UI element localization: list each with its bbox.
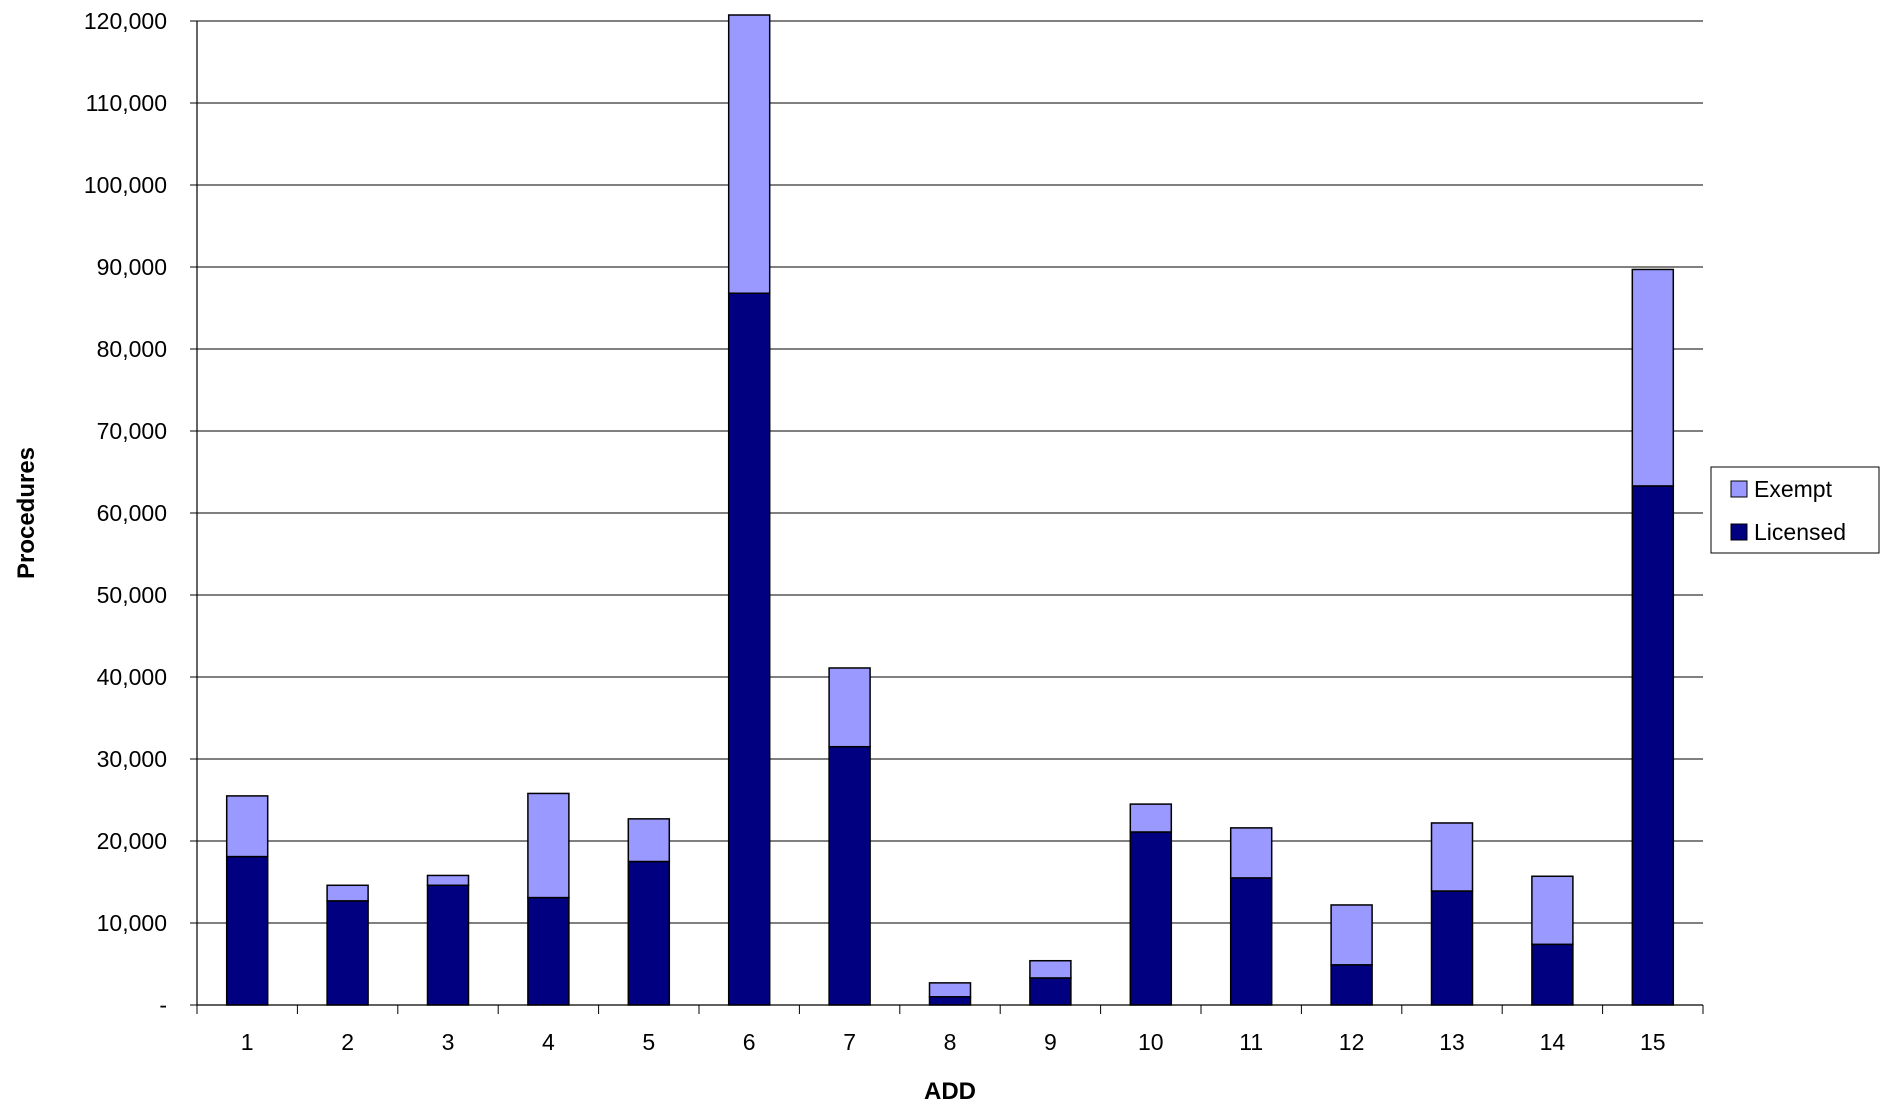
- y-tick-label: 30,000: [97, 746, 167, 772]
- bar-licensed-2: [326, 900, 369, 1006]
- bar-licensed-14: [1531, 943, 1574, 1006]
- y-tick-label: 10,000: [97, 910, 167, 936]
- x-tick-label: 14: [1540, 1029, 1566, 1055]
- bar-exempt-1: [225, 795, 269, 858]
- bar-exempt-8: [928, 982, 972, 998]
- x-tick-label: 4: [542, 1029, 555, 1055]
- y-tick-label: 20,000: [97, 828, 167, 854]
- bar-licensed-5: [627, 860, 671, 1006]
- y-tick-label: 90,000: [97, 254, 167, 280]
- legend: Exempt Licensed: [1710, 466, 1880, 554]
- y-tick-label: 70,000: [97, 418, 167, 444]
- bar-licensed-9: [1029, 977, 1072, 1006]
- bar-licensed-10: [1129, 831, 1173, 1006]
- x-tick-label: 5: [642, 1029, 655, 1055]
- y-tick-label: 100,000: [84, 172, 167, 198]
- bar-licensed-1: [225, 855, 269, 1006]
- x-tick-label: 6: [743, 1029, 756, 1055]
- axes: [190, 20, 1704, 1014]
- legend-swatch-licensed: [1730, 523, 1748, 541]
- bar-licensed-13: [1430, 890, 1474, 1006]
- x-tick-label: 3: [442, 1029, 455, 1055]
- x-tick-label: 15: [1640, 1029, 1666, 1055]
- x-tick-label: 1: [241, 1029, 254, 1055]
- bar-exempt-12: [1330, 904, 1373, 966]
- bar-exempt-5: [627, 818, 671, 863]
- bar-licensed-12: [1330, 964, 1373, 1006]
- y-tick-label: 60,000: [97, 500, 167, 526]
- bar-exempt-14: [1531, 875, 1574, 946]
- y-tick-label: -: [159, 992, 167, 1018]
- bar-licensed-11: [1229, 877, 1273, 1006]
- legend-swatch-exempt: [1730, 480, 1748, 498]
- x-tick-label: 8: [944, 1029, 957, 1055]
- bar-licensed-7: [828, 745, 871, 1006]
- y-tick-label: 110,000: [86, 90, 167, 116]
- y-tick-labels: - 10,000 20,000 30,000 40,000 50,000 60,000 70,…: [84, 8, 167, 1018]
- bar-licensed-6: [727, 292, 771, 1006]
- bar-exempt-15: [1631, 268, 1675, 487]
- legend-label-exempt: Exempt: [1754, 476, 1833, 502]
- x-tick-label: 2: [341, 1029, 354, 1055]
- grid-lines: [197, 20, 1703, 924]
- x-tick-label: 9: [1044, 1029, 1057, 1055]
- x-tick-label: 11: [1239, 1029, 1263, 1055]
- bar-licensed-4: [527, 896, 570, 1006]
- bar-exempt-10: [1129, 803, 1173, 833]
- x-tick-label: 10: [1138, 1029, 1164, 1055]
- bar-licensed-3: [426, 884, 470, 1006]
- bar-licensed-15: [1631, 485, 1675, 1006]
- x-tick-labels: 1 2 3 4 5 6 7 8 9 10 11 12 13 14 15: [241, 1029, 1666, 1055]
- x-tick-label: 13: [1439, 1029, 1465, 1055]
- x-axis-title: ADD: [924, 1078, 976, 1105]
- bar-exempt-3: [426, 874, 470, 887]
- y-tick-label: 40,000: [97, 664, 167, 690]
- bar-exempt-6: [727, 14, 771, 294]
- bar-exempt-4: [527, 792, 570, 899]
- bars: [225, 14, 1675, 1006]
- legend-label-licensed: Licensed: [1754, 519, 1846, 545]
- y-tick-label: 50,000: [97, 582, 167, 608]
- bar-exempt-2: [326, 884, 369, 902]
- y-axis-title: Procedures: [13, 447, 40, 579]
- bar-exempt-11: [1229, 827, 1273, 879]
- y-tick-label: 80,000: [97, 336, 167, 362]
- bar-licensed-8: [928, 996, 972, 1006]
- x-tick-label: 7: [843, 1029, 856, 1055]
- bar-exempt-9: [1029, 959, 1072, 979]
- y-tick-label: 120,000: [84, 8, 167, 34]
- bar-exempt-7: [828, 667, 871, 748]
- x-tick-label: 12: [1339, 1029, 1365, 1055]
- bar-exempt-13: [1430, 822, 1474, 892]
